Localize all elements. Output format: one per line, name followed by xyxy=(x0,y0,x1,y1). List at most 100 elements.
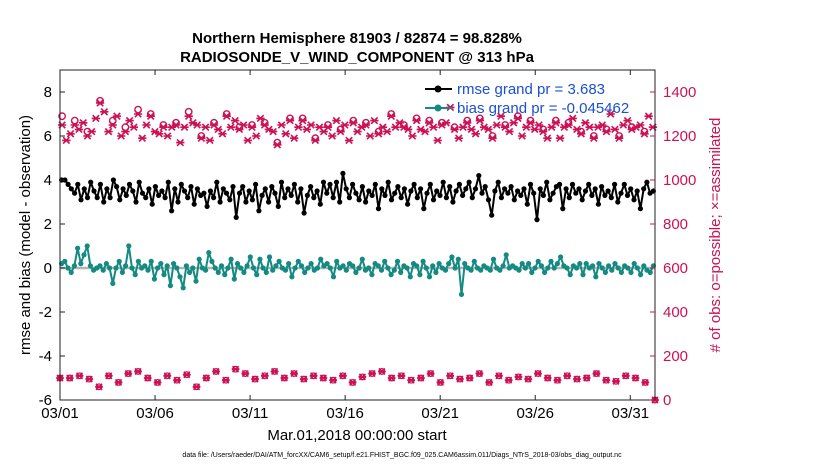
obs-assimilated-marker xyxy=(180,123,189,131)
bias-point xyxy=(244,263,250,269)
bias-point xyxy=(574,265,580,271)
obs-assimilated-marker xyxy=(290,134,299,142)
bias-point xyxy=(254,272,260,278)
obs-low-assimilated-marker xyxy=(377,367,386,375)
obs-low-assimilated-marker xyxy=(397,372,406,380)
obs-low-assimilated-marker xyxy=(534,370,542,378)
obs-assimilated-marker xyxy=(543,134,552,142)
obs-assimilated-marker xyxy=(492,121,501,129)
bias-point xyxy=(593,274,599,280)
rmse-point xyxy=(527,181,534,187)
bias-point xyxy=(433,269,439,275)
bias-point xyxy=(599,265,605,271)
obs-low-assimilated-marker xyxy=(485,378,494,386)
rmse-point xyxy=(91,188,97,194)
obs-low-assimilated-marker xyxy=(621,372,630,380)
obs-assimilated-marker xyxy=(243,136,252,145)
rmse-point xyxy=(440,179,446,185)
y-axis-label-right: # of obs: o=possible; ×=assimilated xyxy=(707,118,724,353)
rmse-point xyxy=(130,188,136,194)
rmse-point xyxy=(537,186,543,192)
bias-point xyxy=(126,243,132,249)
obs-low-assimilated-marker xyxy=(592,370,601,378)
chart-title-line1: Northern Hemisphere 81903 / 82874 = 98.8… xyxy=(192,30,522,47)
bias-point xyxy=(452,265,458,271)
rmse-point xyxy=(524,201,530,207)
obs-assimilated-marker xyxy=(129,123,139,131)
bias-point xyxy=(385,265,391,271)
obs-possible-marker xyxy=(121,123,130,132)
bias-point xyxy=(193,278,199,284)
rmse-point xyxy=(508,184,514,190)
rmse-point xyxy=(278,179,285,185)
obs-assimilated-marker xyxy=(298,116,307,125)
rmse-point xyxy=(469,195,475,201)
rmse-point xyxy=(88,179,94,185)
rmse-point xyxy=(262,186,268,192)
rmse-point xyxy=(214,179,220,185)
bias-point xyxy=(222,272,228,278)
bias-point xyxy=(119,269,125,275)
x-tick-label: 03/11 xyxy=(232,405,268,422)
obs-assimilated-marker xyxy=(636,121,645,129)
y-tick-label-right: 800 xyxy=(663,216,688,233)
y-tick-label-left: -6 xyxy=(39,392,52,409)
obs-low-assimilated-marker xyxy=(299,375,308,383)
obs-assimilated-marker xyxy=(606,110,615,118)
y-tick-label-right: 1200 xyxy=(663,128,696,145)
rmse-point xyxy=(68,186,74,192)
bias-point xyxy=(503,252,509,258)
bias-point xyxy=(247,254,253,260)
bias-point xyxy=(526,261,532,267)
obs-assimilated-marker xyxy=(311,136,320,145)
bias-point xyxy=(366,265,372,271)
y-tick-label-right: 400 xyxy=(663,304,688,321)
legend-bias-marker xyxy=(434,104,442,112)
rmse-point xyxy=(369,192,375,198)
bias-point xyxy=(542,269,548,275)
rmse-point xyxy=(240,184,246,190)
rmse-point xyxy=(421,206,427,212)
rmse-point xyxy=(518,192,524,198)
obs-low-assimilated-marker xyxy=(163,372,172,380)
bias-point xyxy=(327,265,333,271)
bias-point xyxy=(110,280,116,286)
obs-assimilated-marker xyxy=(450,125,459,134)
bias-point xyxy=(353,269,359,275)
rmse-point xyxy=(624,192,631,198)
rmse-point xyxy=(644,179,650,185)
rmse-point xyxy=(602,192,608,198)
bias-point xyxy=(340,263,346,269)
rmse-point xyxy=(566,195,572,201)
bias-point xyxy=(324,261,330,267)
rmse-point xyxy=(110,177,116,183)
bias-point xyxy=(430,263,436,269)
bias-point xyxy=(382,258,388,264)
bias-point xyxy=(449,254,455,260)
bias-point xyxy=(87,263,93,269)
bias-point xyxy=(68,269,74,275)
rmse-point xyxy=(178,181,184,187)
bias-point xyxy=(497,267,503,273)
obs-assimilated-marker xyxy=(294,123,303,131)
bias-point xyxy=(231,276,237,282)
bias-point xyxy=(580,272,586,278)
rmse-point xyxy=(285,186,291,192)
bias-point xyxy=(65,265,71,271)
rmse-point xyxy=(359,184,365,190)
obs-assimilated-marker xyxy=(488,134,497,142)
rmse-point xyxy=(472,186,479,192)
obs-assimilated-marker xyxy=(163,132,172,140)
obs-possible-marker xyxy=(108,116,117,125)
bias-point xyxy=(442,267,449,273)
rmse-point xyxy=(366,188,372,194)
rmse-point xyxy=(569,181,576,187)
bias-point xyxy=(203,267,209,273)
obs-assimilated-marker xyxy=(74,125,84,134)
legend-rmse-label: rmse grand pr = 3.683 xyxy=(457,81,605,98)
rmse-point xyxy=(149,201,155,207)
obs-low-assimilated-marker xyxy=(446,372,455,380)
bias-point xyxy=(135,258,141,264)
obs-low-assimilated-marker xyxy=(202,374,211,382)
rmse-point xyxy=(304,192,310,198)
